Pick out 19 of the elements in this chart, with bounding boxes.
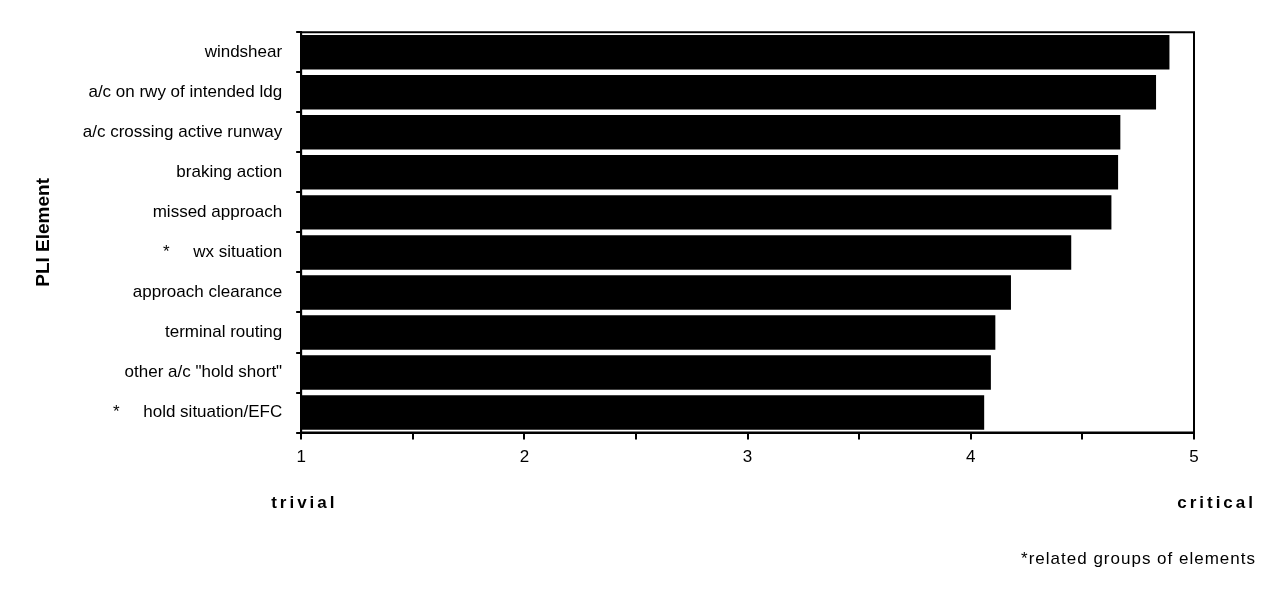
y-tick-label: terminal routing xyxy=(164,322,283,342)
x-tick-label: 2 xyxy=(519,447,530,467)
y-tick-label: braking action xyxy=(176,162,283,182)
y-tick-label: approach clearance xyxy=(132,282,283,302)
text: *related groups of elements xyxy=(1021,548,1256,568)
y-tick-label: * wx situation xyxy=(163,242,283,262)
text: critical xyxy=(1177,492,1256,512)
y-tick-label: a/c crossing active runway xyxy=(82,121,283,141)
y-tick-label: missed approach xyxy=(152,202,283,222)
x-tick-label: 5 xyxy=(1189,447,1199,467)
y-tick-label: * hold situation/EFC xyxy=(113,402,283,422)
x-tick-label: 4 xyxy=(966,447,976,467)
y-tick-label: windshear xyxy=(203,41,283,61)
x-tick-label: 3 xyxy=(742,447,753,467)
y-axis-title: PLI Element xyxy=(31,177,53,287)
text: trivial xyxy=(271,492,338,512)
y-tick-label: other a/c "hold short" xyxy=(124,362,283,382)
y-tick-label: a/c on rwy of intended ldg xyxy=(88,81,283,101)
x-tick-label: 1 xyxy=(296,447,306,467)
